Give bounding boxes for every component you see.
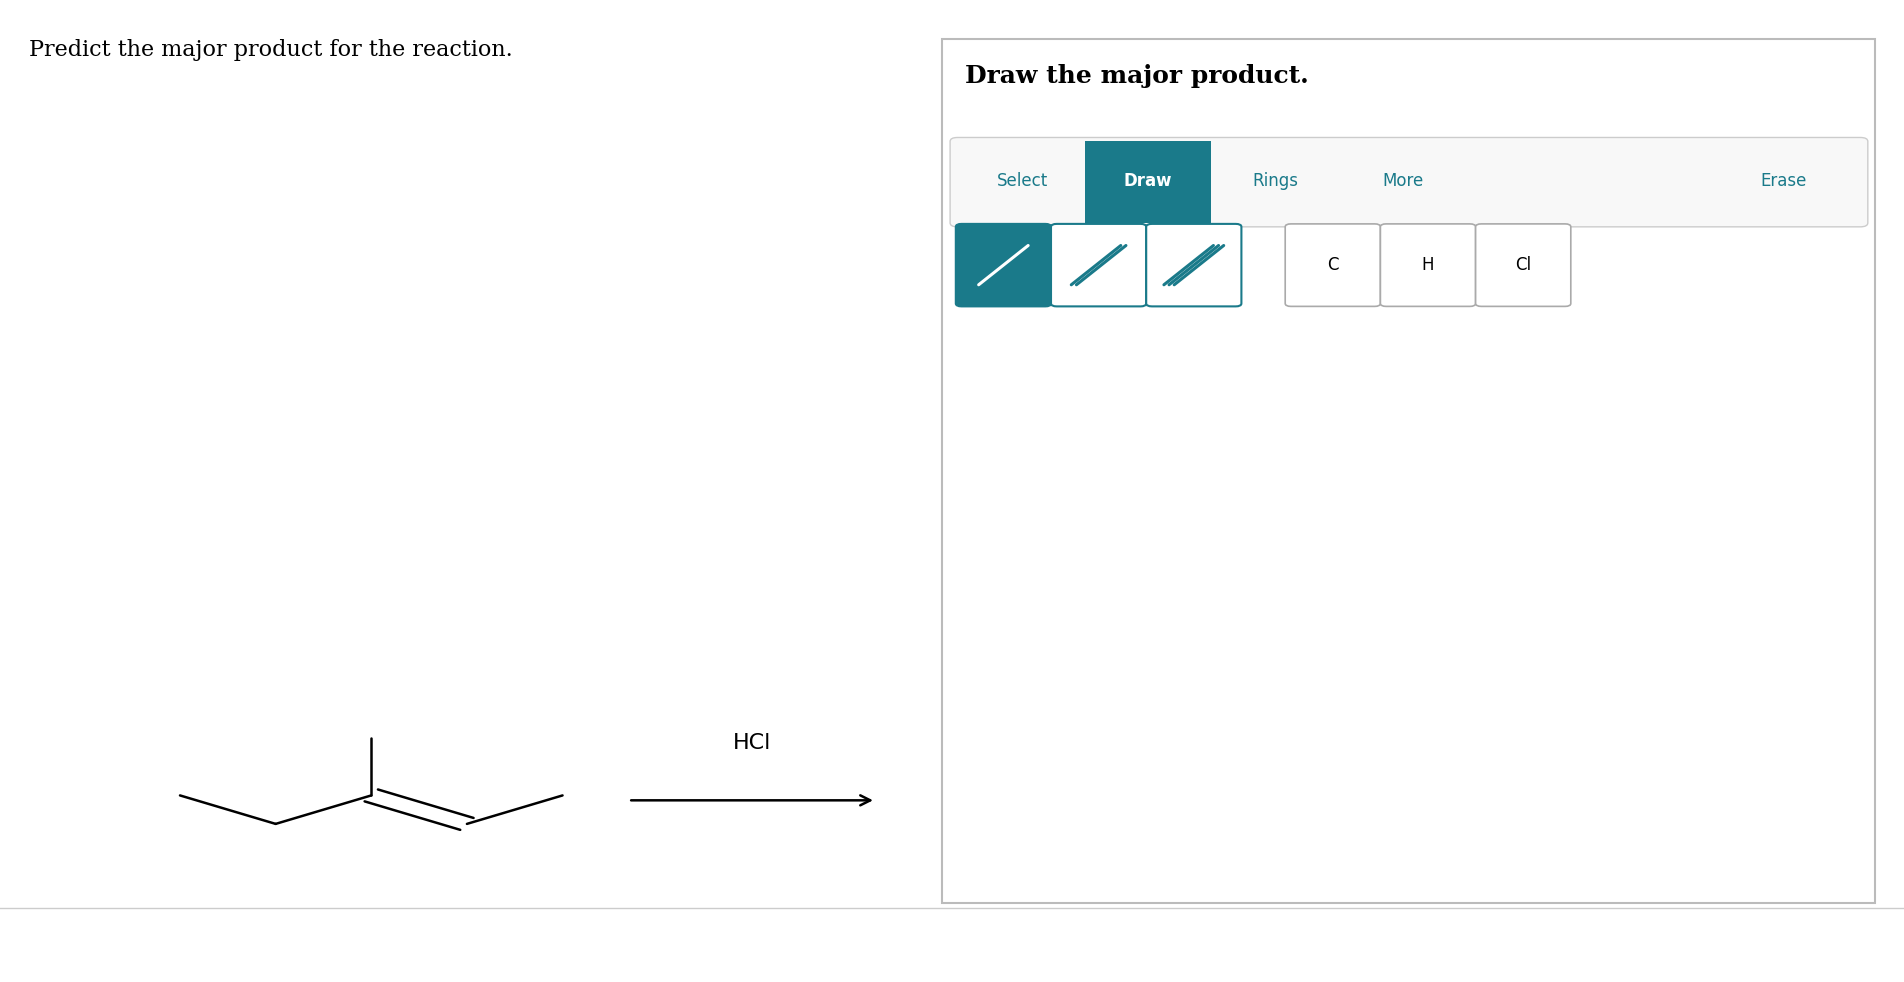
FancyBboxPatch shape — [1380, 224, 1476, 306]
FancyBboxPatch shape — [1085, 141, 1211, 223]
FancyBboxPatch shape — [950, 137, 1868, 227]
FancyBboxPatch shape — [1051, 224, 1146, 306]
Text: HCl: HCl — [733, 734, 771, 753]
Text: Cl: Cl — [1516, 256, 1531, 274]
FancyBboxPatch shape — [1285, 224, 1380, 306]
Text: Erase: Erase — [1761, 172, 1807, 191]
FancyBboxPatch shape — [1476, 224, 1571, 306]
Text: H: H — [1422, 256, 1434, 274]
Text: C: C — [1327, 256, 1339, 274]
Text: More: More — [1382, 172, 1424, 191]
Text: Draw: Draw — [1123, 172, 1173, 191]
FancyBboxPatch shape — [1146, 224, 1241, 306]
Text: Select: Select — [998, 172, 1047, 191]
Text: Draw the major product.: Draw the major product. — [965, 64, 1310, 87]
Text: Predict the major product for the reaction.: Predict the major product for the reacti… — [29, 39, 512, 61]
Text: Rings: Rings — [1253, 172, 1299, 191]
FancyBboxPatch shape — [956, 224, 1051, 306]
FancyBboxPatch shape — [942, 39, 1875, 903]
